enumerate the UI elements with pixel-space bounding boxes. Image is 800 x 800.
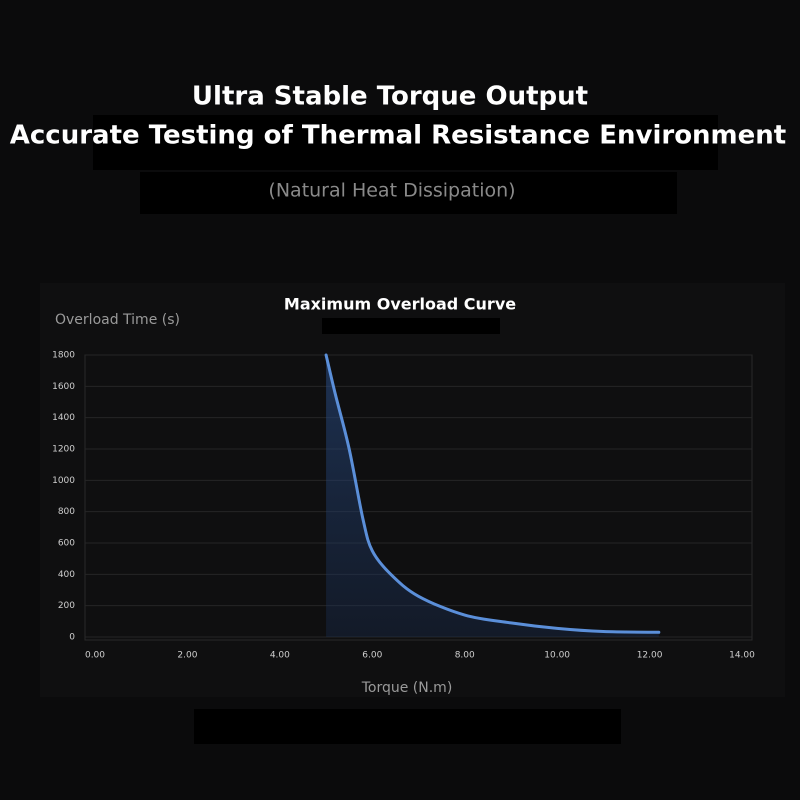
x-tick-label: 4.00 — [270, 651, 290, 661]
x-tick-label: 0.00 — [85, 651, 105, 661]
line — [324, 353, 661, 634]
y-tick-label: 0 — [69, 633, 75, 643]
title: Accurate Testing of Thermal Resistance E… — [10, 121, 786, 151]
y-tick-label: 1600 — [52, 382, 75, 392]
chart: Maximum Overload Curve Overload Time (s)… — [52, 295, 755, 697]
x-axis-label: Torque (N.m) — [361, 680, 453, 696]
shade — [322, 318, 500, 334]
area — [326, 355, 659, 637]
shade — [93, 115, 718, 170]
shade — [140, 172, 677, 214]
y-tick-label: 1000 — [52, 476, 75, 486]
y-tick-label: 1200 — [52, 445, 75, 455]
subtitle: (Natural Heat Dissipation) — [268, 180, 515, 202]
x-tick-label: 6.00 — [362, 651, 382, 661]
shade — [194, 709, 621, 744]
y-tick-label: 1400 — [52, 413, 75, 423]
y-tick-label: 600 — [58, 539, 75, 549]
x-tick-label: 8.00 — [455, 651, 475, 661]
y-tick-label: 800 — [58, 507, 75, 517]
x-tick-label: 2.00 — [177, 651, 197, 661]
x-tick-label: 10.00 — [544, 651, 570, 661]
x-tick-label: 12.00 — [637, 651, 663, 661]
x-tick-label: 14.00 — [729, 651, 755, 661]
y-tick-label: 200 — [58, 601, 75, 611]
y-tick-label: 400 — [58, 570, 75, 580]
title: Ultra Stable Torque Output — [192, 82, 588, 112]
y-tick-label: 1800 — [52, 351, 75, 361]
chart-title: Maximum Overload Curve — [284, 295, 516, 314]
y-axis-label: Overload Time (s) — [55, 312, 180, 328]
